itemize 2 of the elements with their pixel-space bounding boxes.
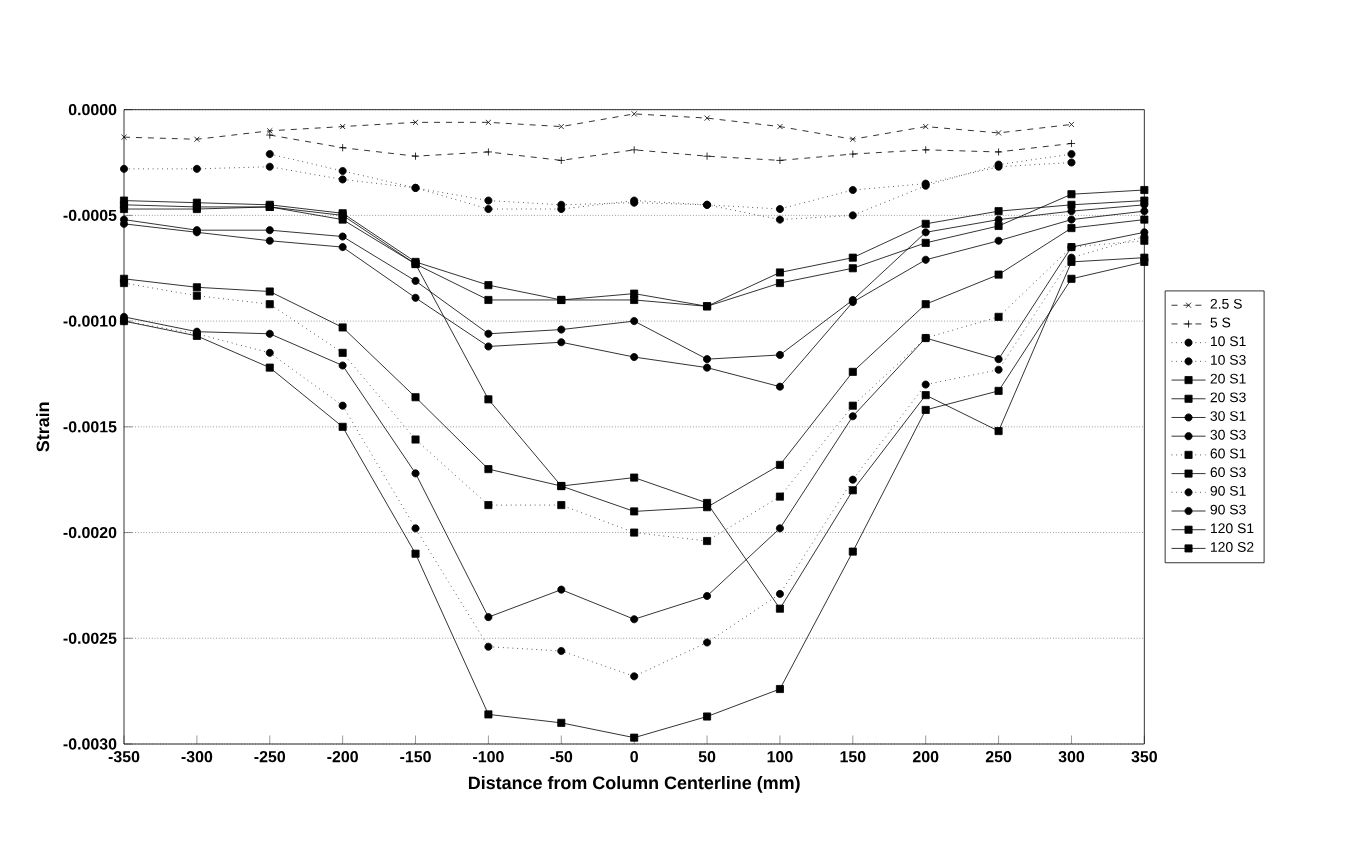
x-axis-title: Distance from Column Centerline (mm) xyxy=(468,776,800,793)
y-axis-title: Strain xyxy=(36,402,50,452)
